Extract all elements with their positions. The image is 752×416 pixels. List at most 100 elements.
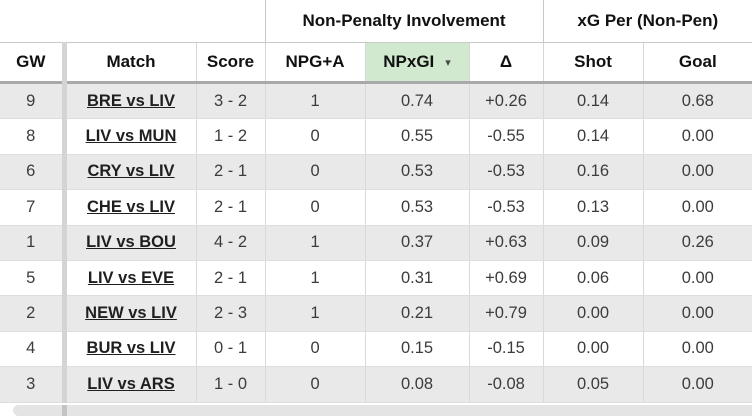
cell-goal: 0.00: [643, 118, 752, 155]
cell-delta: +0.79: [469, 295, 544, 332]
cell-npxgi: 0.31: [365, 260, 470, 297]
column-header-npxgi-label: NPxGI: [383, 52, 435, 71]
cell-goal: 0.26: [643, 225, 752, 261]
cell-goal: 0.00: [643, 366, 752, 403]
cell-gw: 8: [0, 118, 67, 155]
cell-gw: 1: [0, 225, 67, 261]
match-link[interactable]: LIV vs BOU: [86, 233, 176, 252]
cell-shot: 0.13: [543, 189, 644, 226]
cell-delta: -0.53: [469, 189, 544, 226]
cell-gw: 7: [0, 189, 67, 226]
cell-score: 2 - 1: [196, 154, 266, 191]
cell-score: 2 - 1: [196, 260, 266, 297]
cell-goal: 0.00: [643, 295, 752, 332]
cell-npga: 0: [265, 331, 366, 368]
group-header-non-penalty-involvement: Non-Penalty Involvement: [264, 0, 544, 43]
cell-goal: 0.00: [643, 331, 752, 368]
cell-shot: 0.05: [543, 366, 644, 403]
cell-shot: 0.14: [543, 118, 644, 155]
cell-match: CRY vs LIV: [64, 154, 197, 191]
cell-score: 3 - 2: [196, 82, 266, 120]
cell-score: 4 - 2: [196, 225, 266, 261]
cell-npga: 1: [265, 225, 366, 261]
cell-goal: 0.68: [643, 82, 752, 120]
cell-goal: 0.00: [643, 189, 752, 226]
match-link[interactable]: NEW vs LIV: [85, 304, 177, 323]
cell-npga: 0: [265, 154, 366, 191]
cell-gw: 3: [0, 366, 67, 403]
table-row: 5 LIV vs EVE 2 - 1 1 0.31 +0.69 0.06 0.00: [0, 260, 752, 297]
table-row: 3 LIV vs ARS 1 - 0 0 0.08 -0.08 0.05 0.00: [0, 366, 752, 403]
cell-npxgi: 0.53: [365, 154, 470, 191]
cell-delta: +0.63: [469, 225, 544, 261]
column-header-npxgi-sorted[interactable]: NPxGI ▾: [365, 42, 470, 84]
cell-npga: 0: [265, 366, 366, 403]
match-link[interactable]: LIV vs ARS: [87, 374, 175, 393]
cell-shot: 0.00: [543, 331, 644, 368]
table-row: 6 CRY vs LIV 2 - 1 0 0.53 -0.53 0.16 0.00: [0, 154, 752, 191]
column-header-npga[interactable]: NPG+A: [265, 42, 366, 84]
column-header-score[interactable]: Score: [196, 42, 266, 84]
match-link[interactable]: LIV vs EVE: [87, 268, 175, 287]
cell-npxgi: 0.53: [365, 189, 470, 226]
cell-delta: -0.53: [469, 154, 544, 191]
column-header-goal[interactable]: Goal: [643, 42, 752, 84]
match-link[interactable]: CHE vs LIV: [86, 197, 176, 216]
match-link[interactable]: CRY vs LIV: [87, 162, 175, 181]
group-header-row: Non-Penalty Involvement xG Per (Non-Pen): [0, 0, 752, 43]
column-header-shot[interactable]: Shot: [543, 42, 644, 84]
cell-match: LIV vs MUN: [64, 118, 197, 155]
cell-goal: 0.00: [643, 260, 752, 297]
column-header-row: GW Match Score NPG+A NPxGI ▾ Δ Shot Goal: [0, 42, 752, 84]
cell-shot: 0.09: [543, 225, 644, 261]
cell-npxgi: 0.21: [365, 295, 470, 332]
cell-gw: 9: [0, 82, 67, 120]
group-header-xg-per-non-pen: xG Per (Non-Pen): [542, 0, 752, 43]
table-row: 1 LIV vs BOU 4 - 2 1 0.37 +0.63 0.09 0.26: [0, 225, 752, 261]
cell-shot: 0.14: [543, 82, 644, 120]
match-link[interactable]: BUR vs LIV: [86, 339, 176, 358]
match-link[interactable]: BRE vs LIV: [86, 91, 176, 110]
cell-npga: 1: [265, 82, 366, 120]
cell-npga: 0: [265, 118, 366, 155]
cell-npxgi: 0.08: [365, 366, 470, 403]
cell-npga: 0: [265, 189, 366, 226]
cell-npxgi: 0.15: [365, 331, 470, 368]
cell-shot: 0.06: [543, 260, 644, 297]
scrollbar-column-notch: [62, 405, 67, 416]
horizontal-scrollbar-thumb[interactable]: [13, 405, 752, 416]
cell-delta: -0.55: [469, 118, 544, 155]
cell-shot: 0.00: [543, 295, 644, 332]
cell-goal: 0.00: [643, 154, 752, 191]
table-row: 9 BRE vs LIV 3 - 2 1 0.74 +0.26 0.14 0.68: [0, 82, 752, 120]
cell-gw: 6: [0, 154, 67, 191]
cell-match: LIV vs ARS: [64, 366, 197, 403]
cell-delta: -0.15: [469, 331, 544, 368]
cell-match: NEW vs LIV: [64, 295, 197, 332]
table-body: 9 BRE vs LIV 3 - 2 1 0.74 +0.26 0.14 0.68 8 LIV v…: [0, 82, 752, 403]
table-row: 7 CHE vs LIV 2 - 1 0 0.53 -0.53 0.13 0.00: [0, 189, 752, 226]
cell-match: BUR vs LIV: [64, 331, 197, 368]
cell-delta: +0.26: [469, 82, 544, 120]
cell-npxgi: 0.74: [365, 82, 470, 120]
cell-score: 0 - 1: [196, 331, 266, 368]
cell-match: CHE vs LIV: [64, 189, 197, 226]
table-row: 8 LIV vs MUN 1 - 2 0 0.55 -0.55 0.14 0.00: [0, 118, 752, 155]
sort-descending-icon: ▾: [445, 57, 451, 69]
column-header-gw[interactable]: GW: [0, 42, 67, 84]
table-row: 4 BUR vs LIV 0 - 1 0 0.15 -0.15 0.00 0.00: [0, 331, 752, 368]
cell-gw: 5: [0, 260, 67, 297]
cell-match: LIV vs BOU: [64, 225, 197, 261]
column-header-delta[interactable]: Δ: [469, 42, 544, 84]
cell-match: LIV vs EVE: [64, 260, 197, 297]
cell-gw: 2: [0, 295, 67, 332]
cell-match: BRE vs LIV: [64, 82, 197, 120]
column-header-match[interactable]: Match: [64, 42, 197, 84]
table-row: 2 NEW vs LIV 2 - 3 1 0.21 +0.79 0.00 0.00: [0, 295, 752, 332]
cell-score: 2 - 1: [196, 189, 266, 226]
match-link[interactable]: LIV vs MUN: [85, 127, 177, 146]
cell-gw: 4: [0, 331, 67, 368]
cell-score: 1 - 2: [196, 118, 266, 155]
cell-npxgi: 0.37: [365, 225, 470, 261]
